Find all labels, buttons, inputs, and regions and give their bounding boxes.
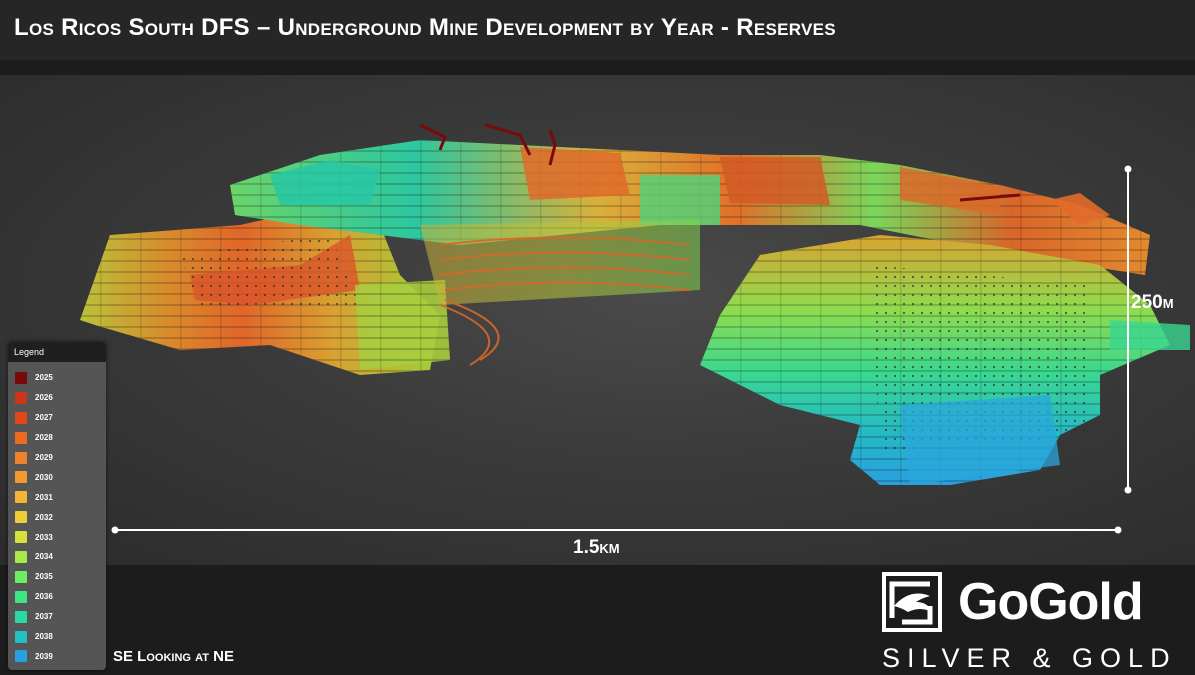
- legend-item-label: 2037: [35, 612, 53, 622]
- legend-item-label: 2029: [35, 453, 53, 462]
- legend-swatch: [15, 590, 27, 603]
- legend-swatch: [15, 491, 27, 504]
- logo-tagline: SILVER & GOLD: [882, 643, 1177, 673]
- logo-brand: GoGold: [958, 573, 1144, 631]
- legend-item: 2026: [8, 388, 106, 408]
- legend-item-label: 2039: [35, 651, 53, 661]
- legend-item: 2037: [8, 607, 106, 627]
- legend-swatch: [15, 610, 27, 623]
- legend-item-label: 2034: [35, 552, 53, 562]
- legend-items: 2025 2026 2027 2028 2029 2030 2031 2032 2033 2034…: [8, 362, 106, 666]
- legend-item: 2033: [8, 527, 106, 547]
- legend-item-label: 2028: [35, 433, 53, 443]
- horizontal-scale-label: 1.5km: [573, 537, 620, 558]
- 3d-viewport[interactable]: 1.5km 250m: [0, 75, 1195, 565]
- legend-item-label: 2026: [35, 393, 53, 403]
- legend-swatch: [15, 451, 27, 464]
- legend-swatch: [15, 431, 27, 444]
- legend-swatch: [15, 550, 27, 563]
- legend-item-label: 2033: [35, 532, 53, 542]
- legend-swatch: [15, 511, 27, 524]
- legend-item: 2039: [8, 646, 106, 666]
- legend-swatch: [15, 411, 27, 424]
- legend-item: 2029: [8, 448, 106, 468]
- vertical-scale-label: 250m: [1131, 292, 1174, 313]
- legend-swatch: [15, 650, 27, 663]
- legend-item-label: 2032: [35, 512, 53, 522]
- legend-swatch: [15, 391, 27, 404]
- logo-mark-icon: [882, 572, 942, 632]
- legend-panel: Legend 2025 2026 2027 2028 2029 2030 2031 2032 2…: [8, 342, 106, 670]
- legend-item: 2031: [8, 487, 106, 507]
- legend-swatch: [15, 471, 27, 484]
- horizontal-scale-bar: [111, 526, 1122, 534]
- legend-item: 2034: [8, 547, 106, 567]
- ramp-corridor: [420, 220, 700, 305]
- legend-item-label: 2031: [35, 492, 53, 502]
- legend-swatch: [15, 630, 27, 643]
- title-bar: Los Ricos South DFS – Underground Mine D…: [0, 0, 1195, 60]
- legend-item-label: 2025: [35, 373, 53, 383]
- mine-model: [80, 123, 1190, 534]
- legend-item: 2036: [8, 587, 106, 607]
- legend-swatch: [15, 570, 27, 583]
- legend-item: 2032: [8, 507, 106, 527]
- legend-item-label: 2035: [35, 572, 53, 582]
- view-direction-label: SE Looking at NE: [113, 648, 234, 665]
- legend-header: Legend: [8, 342, 106, 362]
- legend-item: 2035: [8, 567, 106, 587]
- legend-item-label: 2030: [35, 472, 53, 482]
- legend-item-label: 2027: [35, 413, 53, 423]
- legend-item-label: 2036: [35, 592, 53, 602]
- vertical-scale-bar: [1124, 165, 1132, 494]
- legend-item: 2027: [8, 408, 106, 428]
- legend-item: 2030: [8, 467, 106, 487]
- legend-item: 2025: [8, 368, 106, 388]
- legend-item-label: 2038: [35, 632, 53, 642]
- gogold-logo: GoGold SILVER & GOLD: [880, 572, 1190, 673]
- legend-swatch: [15, 371, 27, 384]
- page-title: Los Ricos South DFS – Underground Mine D…: [14, 14, 836, 41]
- legend-swatch: [15, 531, 27, 544]
- legend-item: 2028: [8, 428, 106, 448]
- legend-item: 2038: [8, 627, 106, 647]
